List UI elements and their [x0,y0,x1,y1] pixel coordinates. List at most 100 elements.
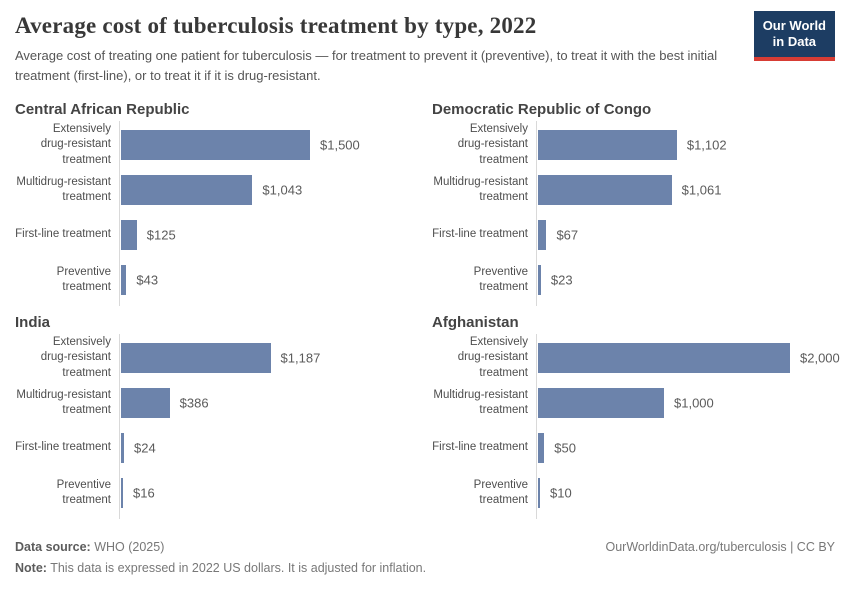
value-label: $1,043 [262,182,303,198]
bar-track: $1,500 [119,130,418,160]
bar-track: $1,187 [119,343,418,373]
category-label: Preventive treatment [56,265,111,293]
bar[interactable] [538,433,545,463]
y-axis-line [119,334,120,519]
value-label: $1,000 [674,395,714,411]
y-axis-line [536,121,537,306]
chart-subtitle: Average cost of treating one patient for… [15,48,718,83]
category-label: Multidrug-resistant treatment [16,175,111,203]
bar[interactable] [121,130,310,160]
value-label: $386 [179,395,209,411]
value-label: $1,061 [681,182,722,198]
category-label: Preventive treatment [473,265,528,293]
category-label: Extensively drug-resistant treatment [40,336,111,379]
category-label: First-line treatment [15,441,111,454]
category-label: Extensively drug-resistant treatment [457,123,528,166]
bar-track: $16 [119,478,418,508]
bar[interactable] [121,388,170,418]
facet-title: Afghanistan [432,314,519,331]
category-label: First-line treatment [15,228,111,241]
data-source-label: Data source: [15,540,91,554]
facet-plot-area: Extensively drug-resistant treatment $2,0… [432,334,840,519]
bar-row: First-line treatment $67 [432,220,835,250]
bar-row: Preventive treatment $23 [432,265,835,295]
category-label: Multidrug-resistant treatment [433,388,528,416]
category-label: First-line treatment [432,441,528,454]
bar[interactable] [121,265,127,295]
bar-track: $1,061 [536,175,835,205]
bar[interactable] [538,343,790,373]
facet-india: India Extensively drug-resistant treatmen… [15,314,418,519]
bar[interactable] [121,478,124,508]
bar-row: Extensively drug-resistant treatment $1,5… [15,123,418,165]
facet-title: India [15,314,51,331]
value-label: $1,102 [686,137,727,153]
bar-track: $1,000 [536,388,835,418]
bar-row: Extensively drug-resistant treatment $1,1… [15,336,418,378]
value-label: $2,000 [800,350,840,366]
bar-row: Extensively drug-resistant treatment $1,1… [432,123,835,165]
category-label: Extensively drug-resistant treatment [457,336,528,379]
bar[interactable] [538,220,547,250]
owid-logo: Our World in Data [753,11,835,61]
header-text: Average cost of tuberculosis treatment b… [15,11,750,93]
value-label: $67 [556,227,579,243]
bar[interactable] [121,175,253,205]
category-label: Preventive treatment [473,478,528,506]
value-label: $1,187 [280,350,321,366]
bar[interactable] [121,433,125,463]
value-label: $10 [550,485,572,501]
chart-title: Average cost of tuberculosis treatment b… [15,13,537,38]
facet-plot-area: Extensively drug-resistant treatment $1,1… [432,121,835,306]
category-label: Extensively drug-resistant treatment [40,123,111,166]
bar[interactable] [121,220,137,250]
bar-track: $50 [536,433,835,463]
bar-row: Multidrug-resistant treatment $1,061 [432,175,835,205]
value-label: $125 [146,227,176,243]
bar-track: $23 [536,265,835,295]
data-source-line: Data source: WHO (2025) [15,540,426,554]
bar[interactable] [538,130,677,160]
category-label: First-line treatment [432,228,528,241]
category-label: Preventive treatment [56,478,111,506]
bar-track: $125 [119,220,418,250]
bar[interactable] [538,175,672,205]
bar-track: $43 [119,265,418,295]
value-label: $24 [134,440,156,456]
facet-title: Democratic Republic of Congo [432,101,652,118]
bar-row: Preventive treatment $16 [15,478,418,508]
bar-row: First-line treatment $24 [15,433,418,463]
owid-logo-line2: in Data [772,34,817,50]
value-label: $50 [554,440,576,456]
value-label: $1,500 [320,137,360,153]
bar-track: $2,000 [536,343,840,373]
bar[interactable] [538,478,540,508]
bar-track: $1,043 [119,175,418,205]
note-value: This data is expressed in 2022 US dollar… [46,561,427,575]
footer-left: Data source: WHO (2025) Note: This data … [15,540,426,582]
note-label: Note: [15,561,47,575]
note-line: Note: This data is expressed in 2022 US … [15,561,426,575]
y-axis-line [119,121,120,306]
bar[interactable] [538,388,664,418]
y-axis-line [536,334,537,519]
footer: Data source: WHO (2025) Note: This data … [15,540,835,582]
bar[interactable] [121,343,271,373]
bar-row: Multidrug-resistant treatment $1,000 [432,388,835,418]
bar-row: Multidrug-resistant treatment $386 [15,388,418,418]
value-label: $16 [133,485,155,501]
bar-track: $1,102 [536,130,835,160]
header: Average cost of tuberculosis treatment b… [15,0,835,93]
category-label: Multidrug-resistant treatment [433,175,528,203]
bar-track: $386 [119,388,418,418]
bar-row: First-line treatment $125 [15,220,418,250]
facet-plot-area: Extensively drug-resistant treatment $1,5… [15,121,418,306]
bar[interactable] [538,265,541,295]
facet-plot-area: Extensively drug-resistant treatment $1,1… [15,334,418,519]
category-label: Multidrug-resistant treatment [16,388,111,416]
bar-row: First-line treatment $50 [432,433,835,463]
value-label: $23 [550,272,573,288]
bar-track: $67 [536,220,835,250]
bar-track: $10 [536,478,835,508]
